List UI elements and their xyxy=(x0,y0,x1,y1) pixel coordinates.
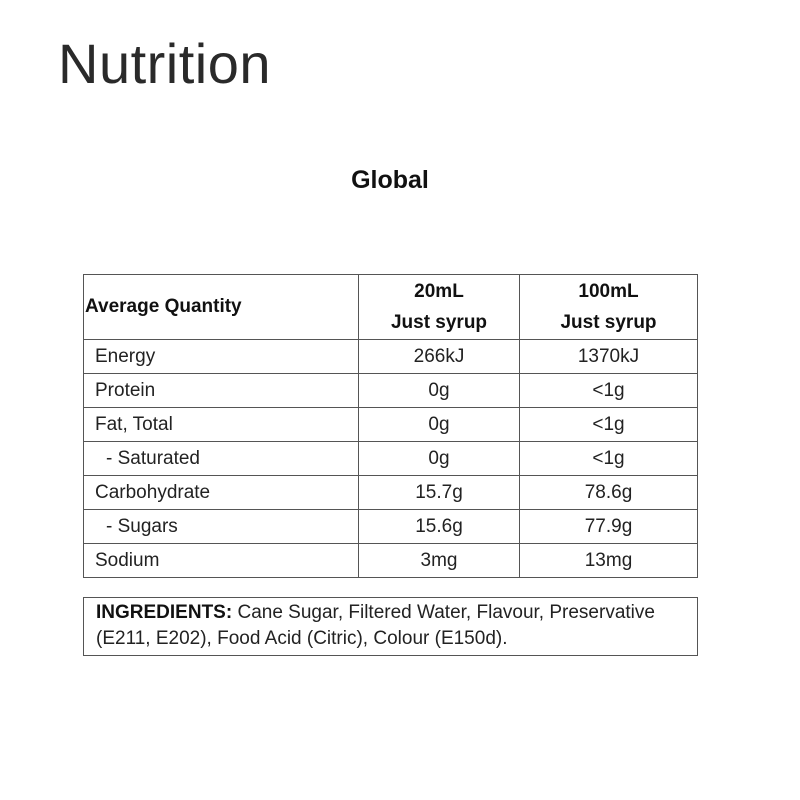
ingredients-text: Cane Sugar, Filtered Water, Flavour, Pre… xyxy=(96,602,655,649)
nutrition-table: Average Quantity 20mL Just syrup 100mL J… xyxy=(83,274,698,578)
per-100ml-value: <1g xyxy=(519,407,698,442)
per-20ml-value: 0g xyxy=(358,407,520,442)
nutrient-name: - Saturated xyxy=(83,441,359,476)
per-100ml-value: 13mg xyxy=(519,543,698,578)
region-heading: Global xyxy=(351,166,429,194)
per-20ml-value: 15.7g xyxy=(358,475,520,510)
nutrient-name: - Sugars xyxy=(83,509,359,544)
per-100ml-header: 100mL Just syrup xyxy=(519,274,698,340)
per-100ml-value: 78.6g xyxy=(519,475,698,510)
per-100ml-value: 77.9g xyxy=(519,509,698,544)
table-row: - Sugars 15.6g 77.9g xyxy=(83,509,698,544)
nutrient-name: Carbohydrate xyxy=(83,475,359,510)
table-row: Carbohydrate 15.7g 78.6g xyxy=(83,475,698,510)
table-header-row: Average Quantity 20mL Just syrup 100mL J… xyxy=(83,274,698,340)
per-100ml-value: 1370kJ xyxy=(519,339,698,374)
page-title: Nutrition xyxy=(58,32,272,95)
per-100ml-note: Just syrup xyxy=(560,312,657,333)
table-row: Fat, Total 0g <1g xyxy=(83,407,698,442)
per-20ml-value: 15.6g xyxy=(358,509,520,544)
nutrient-name: Energy xyxy=(83,339,359,374)
table-row: Sodium 3mg 13mg xyxy=(83,543,698,578)
per-20ml-value: 0g xyxy=(358,373,520,408)
nutrient-name: Sodium xyxy=(83,543,359,578)
nutrient-name: Protein xyxy=(83,373,359,408)
per-100ml-value: <1g xyxy=(519,441,698,476)
per-100ml-volume: 100mL xyxy=(578,281,639,302)
per-20ml-value: 266kJ xyxy=(358,339,520,374)
table-row: - Saturated 0g <1g xyxy=(83,441,698,476)
per-20ml-value: 3mg xyxy=(358,543,520,578)
nutrient-name: Fat, Total xyxy=(83,407,359,442)
per-100ml-value: <1g xyxy=(519,373,698,408)
per-20ml-volume: 20mL xyxy=(414,281,464,302)
ingredients-label: INGREDIENTS: xyxy=(96,602,233,623)
per-20ml-header: 20mL Just syrup xyxy=(358,274,520,340)
per-20ml-note: Just syrup xyxy=(390,312,488,333)
table-row: Protein 0g <1g xyxy=(83,373,698,408)
per-20ml-value: 0g xyxy=(358,441,520,476)
average-quantity-header: Average Quantity xyxy=(83,274,359,340)
table-row: Energy 266kJ 1370kJ xyxy=(83,339,698,374)
ingredients-box: INGREDIENTS: Cane Sugar, Filtered Water,… xyxy=(83,597,698,656)
